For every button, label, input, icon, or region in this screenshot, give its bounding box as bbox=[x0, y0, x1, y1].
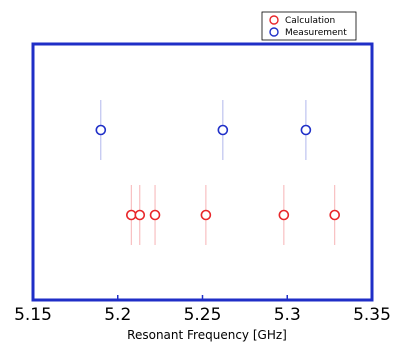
x-axis-ticks: 5.15 5.2 5.25 5.3 5.35 bbox=[14, 295, 391, 325]
calculation-point bbox=[200, 209, 212, 221]
legend-box bbox=[261, 11, 357, 41]
calculation-point bbox=[149, 209, 161, 221]
calculation-point bbox=[278, 209, 290, 221]
legend: Calculation Measurement bbox=[261, 11, 357, 41]
x-tick-label: 5.15 bbox=[14, 305, 52, 325]
measurement-point bbox=[217, 124, 229, 136]
x-tick-label: 5.35 bbox=[353, 305, 391, 325]
data-marks bbox=[95, 100, 341, 245]
plot-frame bbox=[31, 42, 374, 302]
x-tick-label: 5.25 bbox=[184, 305, 222, 325]
legend-marker-measurement bbox=[269, 27, 279, 37]
measurement-point bbox=[95, 124, 107, 136]
calculation-point bbox=[134, 209, 146, 221]
calculation-point bbox=[126, 209, 137, 221]
x-axis-label: Resonant Frequency [GHz] bbox=[127, 328, 287, 342]
legend-label-calculation: Calculation bbox=[285, 16, 335, 26]
legend-label-measurement: Measurement bbox=[285, 28, 347, 38]
calculation-point bbox=[329, 209, 341, 221]
legend-marker-calculation bbox=[269, 15, 279, 25]
x-tick-label: 5.2 bbox=[104, 305, 131, 325]
measurement-point bbox=[300, 124, 312, 136]
x-tick-label: 5.3 bbox=[274, 305, 301, 325]
